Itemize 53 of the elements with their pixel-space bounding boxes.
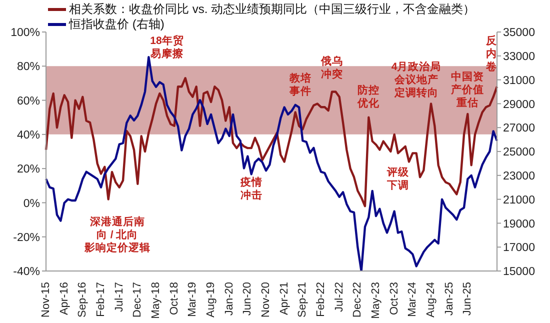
- y-tick-label: 0%: [23, 198, 40, 210]
- x-tick-label: Nov-20: [260, 282, 272, 318]
- y2-tick-label: 31000: [503, 74, 535, 87]
- x-tick-label: Aug-24: [425, 282, 437, 318]
- x-tick-label: Jun-25: [462, 282, 474, 316]
- x-tick-label: Apr-21: [278, 282, 290, 316]
- y2-tick-label: 29000: [503, 98, 535, 111]
- x-tick-label: Jun-20: [242, 282, 254, 316]
- y2-tick-label: 33000: [503, 50, 535, 63]
- x-tick-label: Sep-21: [296, 282, 309, 318]
- x-tick-label: Jul-17: [113, 282, 126, 312]
- y2-tick-label: 25000: [503, 146, 535, 159]
- y-tick-label: 60%: [16, 95, 40, 108]
- x-tick-label: Jan-25: [443, 282, 456, 316]
- y-tick-label: 40%: [16, 130, 40, 142]
- x-tick-label: Mar-24: [406, 282, 419, 317]
- y2-tick-label: 17000: [503, 242, 535, 254]
- legend-label: 恒指收盘价 (右轴): [69, 17, 164, 32]
- y-tick-label: 100%: [10, 27, 40, 40]
- x-tick-label: Mar-19: [186, 282, 199, 317]
- x-tick-label: Jul-22: [333, 282, 346, 312]
- y-tick-label: -40%: [13, 266, 40, 278]
- annotation: 俄乌冲突: [320, 54, 343, 80]
- x-tick-label: Aug-19: [205, 282, 217, 318]
- y2-tick-label: 19000: [503, 218, 535, 230]
- x-tick-label: May-23: [370, 282, 382, 319]
- y-tick-label: 80%: [16, 61, 40, 74]
- annotation: 教培事件: [288, 71, 312, 98]
- y2-tick-label: 15000: [503, 266, 535, 278]
- x-tick-label: May-18: [150, 282, 162, 319]
- y2-tick-label: 21000: [503, 194, 535, 206]
- annotation: 18年贸易摩擦: [150, 34, 184, 60]
- annotation: 深港通后南向 / 北向影响定价逻辑: [83, 215, 150, 254]
- x-tick-label: Jan-20: [223, 282, 236, 316]
- annotation: 防控优化: [356, 83, 381, 110]
- annotation: 疫情冲击: [239, 176, 262, 202]
- annotation: 中国资产价值重估: [450, 70, 484, 110]
- x-tick-label: Sep-16: [76, 282, 89, 318]
- annotation: 评级下调: [386, 165, 410, 192]
- y2-tick-label: 23000: [503, 170, 535, 182]
- x-tick-label: Dec-22: [352, 282, 364, 318]
- x-tick-label: Oct-18: [168, 282, 180, 316]
- x-tick-label: Apr-16: [58, 282, 70, 316]
- y-tick-label: 20%: [16, 164, 40, 176]
- x-tick-label: Oct-23: [388, 282, 400, 316]
- legend-label: 相关系数：收盘价同比 vs. 动态业绩预期同比（中国三级行业，不含金融类）: [69, 2, 476, 17]
- x-tick-label: Feb-22: [315, 282, 327, 317]
- x-tick-label: Dec-17: [132, 282, 144, 318]
- y-tick-label: -20%: [13, 232, 40, 244]
- x-tick-label: Nov-15: [40, 282, 52, 318]
- y2-tick-label: 35000: [503, 27, 535, 40]
- y2-tick-label: 27000: [503, 122, 535, 135]
- x-tick-label: Feb-17: [95, 282, 107, 317]
